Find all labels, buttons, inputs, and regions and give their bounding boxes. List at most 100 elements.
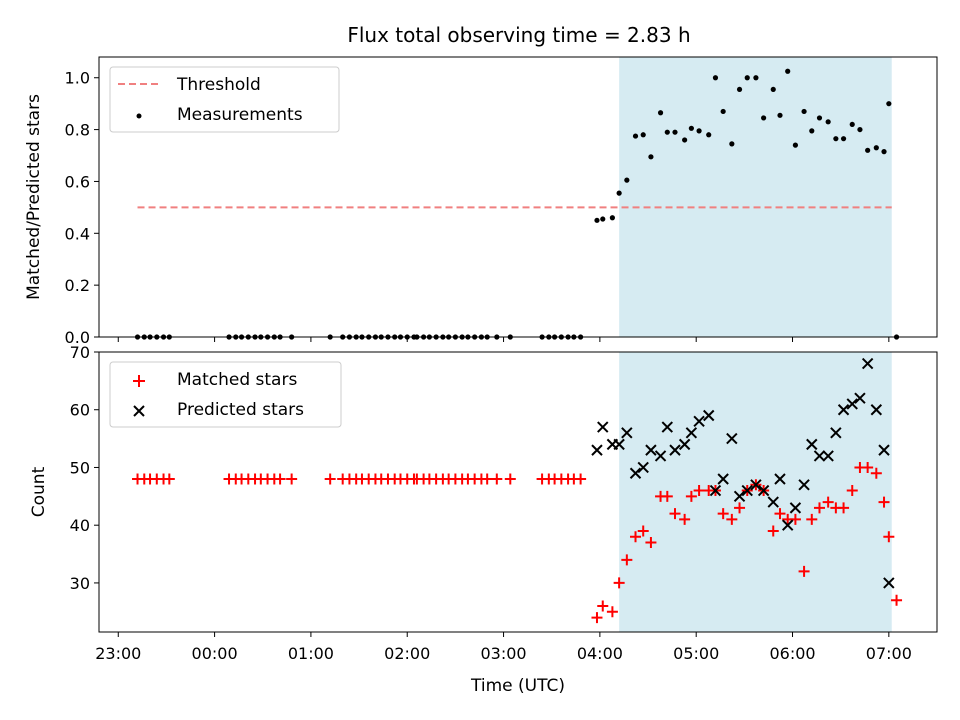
- predicted-star-point: [757, 484, 770, 497]
- measurement-point: [816, 115, 823, 121]
- matched-star-point: [621, 554, 633, 566]
- bottom-y-tick-label: 30: [70, 574, 90, 593]
- predicted-star-point: [693, 415, 705, 427]
- measurement-point: [640, 132, 646, 138]
- top-y-axis-label: Matched/Predicted stars: [24, 94, 44, 300]
- top-y-tick-label: 0.2: [65, 276, 90, 295]
- measurement-point: [648, 154, 654, 160]
- matched-star-point: [878, 496, 890, 508]
- matched-star-point: [286, 473, 298, 485]
- matched-star-point: [726, 513, 738, 525]
- measurement-point: [657, 110, 664, 116]
- matched-star-point: [274, 473, 286, 485]
- predicted-star-point: [846, 398, 858, 410]
- predicted-star-point: [767, 496, 779, 508]
- matched-star-point: [481, 473, 493, 485]
- bottom-y-axis: 30 40 50 60 70: [70, 343, 99, 593]
- matched-star-point: [883, 531, 895, 543]
- predicted-star-point: [717, 473, 729, 485]
- top-plot-frame: [98, 56, 938, 338]
- predicted-star-point: [830, 427, 842, 439]
- matched-star-point: [822, 496, 834, 508]
- matched-star-point: [324, 473, 336, 485]
- measurement-point: [777, 112, 783, 118]
- matched-star-point: [597, 600, 609, 612]
- predicted-star-point: [878, 444, 890, 456]
- measurement-point: [761, 115, 767, 121]
- predicted-star-point: [703, 409, 715, 422]
- predicted-star-point: [781, 519, 794, 531]
- measurement-point: [744, 75, 750, 81]
- predicted-star-point: [854, 392, 866, 404]
- top-legend: Threshold Measurements: [109, 66, 340, 133]
- predicted-star-point: [733, 490, 746, 503]
- matched-star-point: [734, 502, 746, 514]
- measurement-point: [664, 129, 670, 135]
- top-y-axis: 0.0 0.2 0.4 0.6 0.8 1.0: [65, 69, 99, 347]
- measurement-point: [696, 128, 702, 134]
- measurement-point: [825, 119, 831, 125]
- matched-star-point: [491, 473, 503, 485]
- predicted-star-point: [629, 467, 642, 479]
- predicted-star-point: [837, 404, 850, 416]
- predicted-star-point: [774, 473, 786, 485]
- matched-star-point: [685, 490, 697, 502]
- measurement-point: [624, 177, 630, 183]
- matched-star-point: [645, 537, 657, 549]
- predicted-star-point: [813, 450, 826, 462]
- legend-threshold-label: Threshold: [176, 75, 261, 95]
- predicted-star-point: [613, 438, 625, 451]
- predicted-star-point: [591, 444, 603, 456]
- matched-star-point: [838, 502, 850, 514]
- legend-predicted-swatch: [133, 405, 145, 417]
- measurement-point: [857, 126, 863, 133]
- measurement-point: [688, 125, 694, 131]
- matched-star-point: [806, 513, 818, 525]
- matched-star-point: [813, 502, 825, 514]
- measurement-point: [729, 141, 735, 147]
- measurement-point: [809, 128, 815, 134]
- predicted-star-point: [709, 484, 722, 497]
- bottom-y-tick-label: 70: [70, 343, 90, 362]
- measurement-point: [873, 145, 879, 151]
- measurement-point: [712, 75, 719, 81]
- measurement-point: [616, 190, 622, 196]
- matched-star-point: [575, 473, 587, 485]
- measurement-point: [706, 132, 712, 138]
- x-axis: 23:00 00:00 01:00 02:00 03:00 04:00 05:00 06:00…: [95, 632, 912, 663]
- matched-star-point: [679, 513, 691, 525]
- x-tick-label: 04:00: [577, 644, 623, 663]
- predicted-star-point: [597, 421, 609, 433]
- measurement-point: [770, 86, 776, 93]
- measurement-point: [792, 142, 799, 148]
- measurement-point: [840, 136, 847, 142]
- top-shaded-region: [619, 57, 892, 337]
- x-axis-label: Time (UTC): [470, 676, 565, 696]
- matched-star-point: [798, 565, 810, 577]
- x-tick-label: 07:00: [866, 644, 912, 663]
- measurement-point: [833, 136, 839, 142]
- legend-measurements-swatch: [136, 113, 142, 119]
- x-tick-label: 02:00: [384, 644, 430, 663]
- measurement-point: [865, 147, 871, 153]
- measurement-point: [886, 101, 892, 107]
- predicted-star-point: [806, 438, 818, 451]
- measurement-point: [881, 149, 887, 155]
- top-y-tick-label: 0.0: [65, 328, 90, 347]
- predicted-star-point: [741, 484, 753, 497]
- matched-star-point: [637, 525, 649, 537]
- bottom-panel: 30 40 50 60 70 23:00 00:00 01:00 02:00 03:00 04:0…: [29, 343, 938, 696]
- x-tick-label: 00:00: [192, 644, 238, 663]
- matched-star-point: [613, 577, 625, 589]
- x-tick-label: 05:00: [673, 644, 719, 663]
- x-tick-label: 23:00: [95, 644, 141, 663]
- bottom-y-tick-label: 50: [70, 458, 90, 477]
- measurement-point: [736, 86, 743, 93]
- top-x-ticks: [117, 337, 890, 342]
- legend-matched-label: Matched stars: [177, 370, 297, 390]
- matched-star-point: [606, 606, 618, 618]
- predicted-star-point: [661, 421, 674, 433]
- predicted-star-point: [645, 444, 657, 456]
- top-panel: 0.0 0.2 0.4 0.6 0.8 1.0 Matched/Predicted sta…: [24, 56, 938, 347]
